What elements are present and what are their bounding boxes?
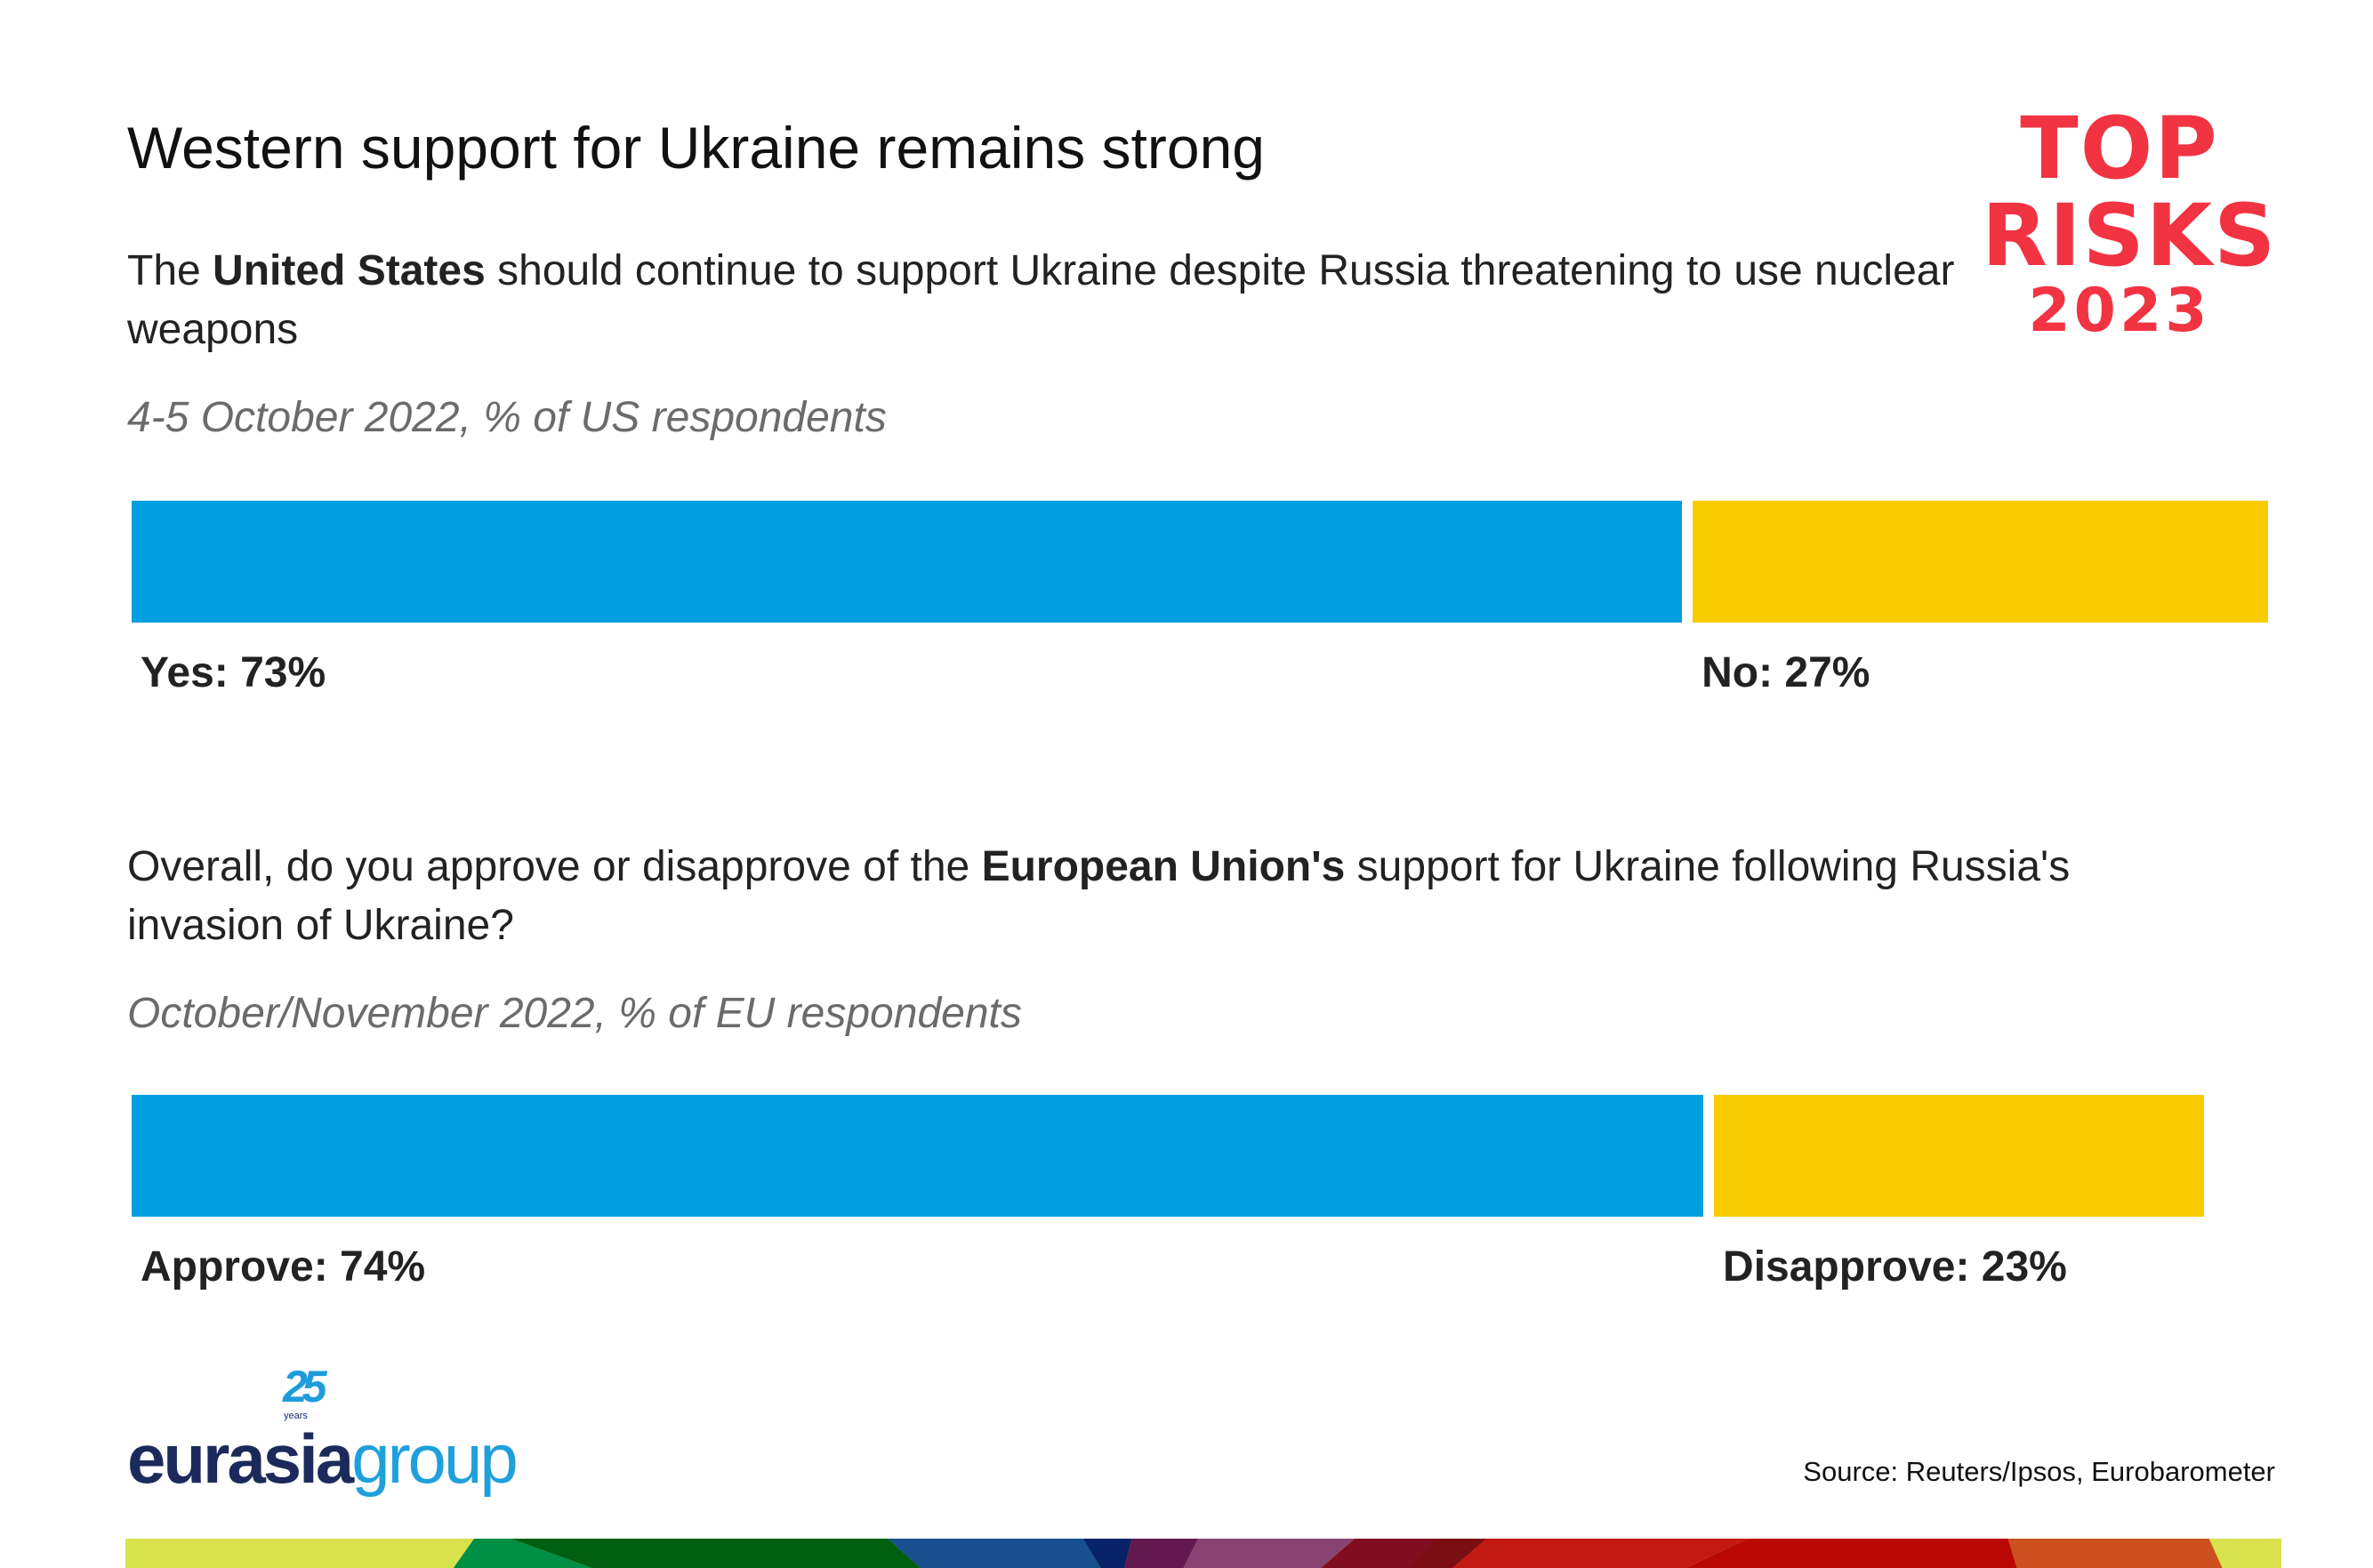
bar-yes (132, 501, 1683, 623)
label-yes: Yes: 73% (141, 649, 326, 696)
question-us: The United States should continue to sup… (127, 242, 1959, 359)
question-text: Overall, do you approve or disapprove of… (127, 843, 982, 890)
question-text: The (127, 247, 213, 294)
label-disapprove: Disapprove: 23% (1723, 1243, 2067, 1291)
bar-no (1693, 501, 2268, 623)
bar-disapprove (1714, 1095, 2205, 1217)
logo-wordmark: eurasiagroup (127, 1419, 519, 1498)
eurasia-group-logo: 25 years eurasiagroup (127, 1363, 536, 1497)
question-eu: Overall, do you approve or disapprove of… (127, 838, 2226, 955)
question-block-us: The United States should continue to sup… (127, 242, 1959, 445)
subtitle-us: 4-5 October 2022, % of US respondents (127, 394, 887, 441)
question-block-eu: Overall, do you approve or disapprove of… (127, 838, 2226, 1041)
logo-line: RISKS (1982, 186, 2278, 285)
top-risks-2023-logo: TOP RISKS 2023 (1982, 99, 2278, 346)
decorative-color-stripe (125, 1539, 2281, 1568)
logo-25-badge: 25 (283, 1362, 327, 1411)
subtitle-eu: October/November 2022, % of EU responden… (127, 990, 1022, 1037)
logo-line: 2023 (2028, 276, 2211, 346)
label-no: No: 27% (1701, 649, 1870, 696)
question-text: should continue to support Ukraine despi… (127, 247, 1955, 353)
logo-years: years (284, 1411, 308, 1421)
page-title: Western support for Ukraine remains stro… (127, 115, 1265, 181)
question-bold: United States (213, 247, 486, 294)
label-approve: Approve: 74% (141, 1243, 426, 1291)
logo-line: TOP (2020, 99, 2219, 198)
source-note: Source: Reuters/Ipsos, Eurobarometer (1803, 1456, 2275, 1487)
bar-approve (132, 1095, 1704, 1217)
question-bold: European Union's (981, 843, 1346, 890)
question-text: support for Ukraine following Russia's i… (127, 843, 2071, 949)
